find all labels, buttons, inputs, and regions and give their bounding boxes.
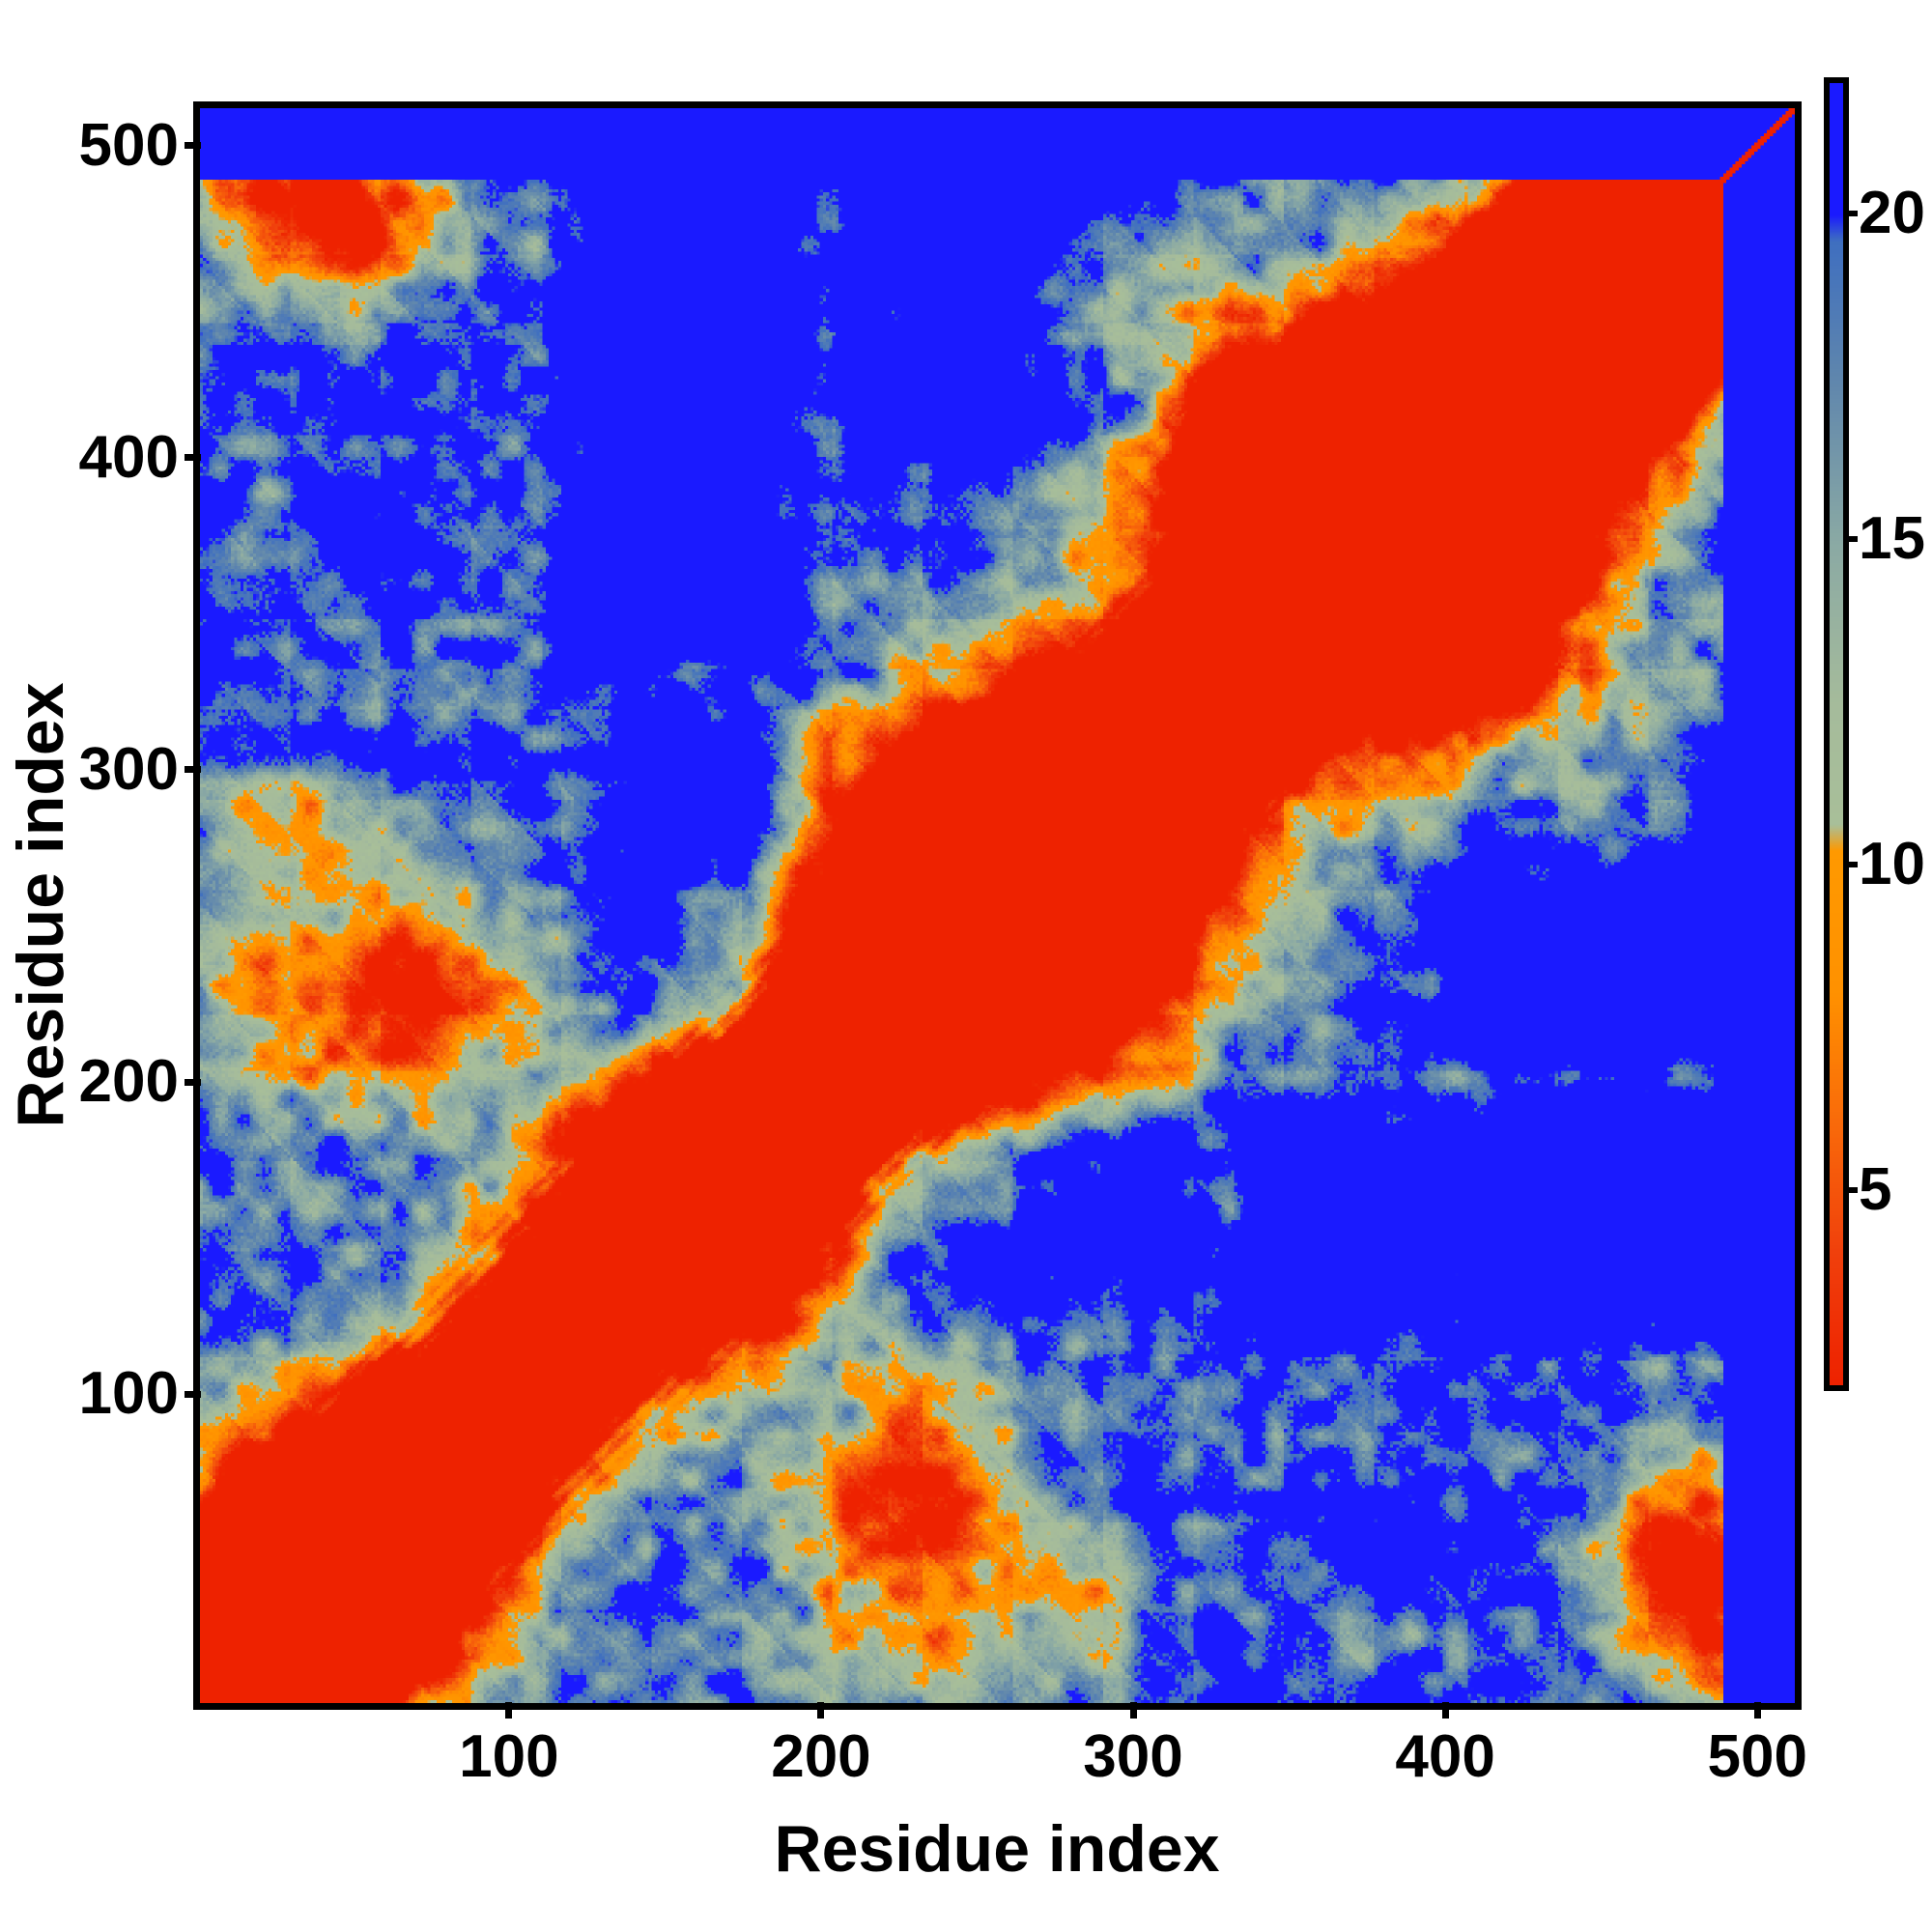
y-tick-label: 100 [78, 1360, 179, 1428]
y-axis-title: Residue index [4, 682, 77, 1128]
colorbar-tick-label: 10 [1859, 830, 1925, 897]
y-tick-mark [185, 142, 201, 150]
colorbar-tick-mark [1845, 210, 1858, 216]
heatmap-plot-area[interactable] [193, 101, 1802, 1710]
y-tick-label: 500 [78, 111, 179, 179]
colorbar[interactable] [1824, 77, 1849, 1391]
y-tick-mark [185, 766, 201, 774]
residue-distance-heatmap[interactable] [200, 108, 1795, 1703]
y-tick-mark [185, 1078, 201, 1086]
y-tick-mark [185, 454, 201, 462]
colorbar-tick-mark [1845, 535, 1858, 542]
x-tick-label: 500 [1707, 1723, 1807, 1790]
x-tick-mark [1129, 1702, 1137, 1719]
x-tick-mark [1441, 1702, 1449, 1719]
y-tick-label: 200 [78, 1048, 179, 1116]
colorbar-tick-label: 20 [1859, 179, 1925, 246]
x-tick-label: 100 [459, 1723, 559, 1790]
x-tick-mark [505, 1702, 513, 1719]
colorbar-tick-label: 15 [1859, 504, 1925, 572]
colorbar-tick-mark [1845, 861, 1858, 867]
colorbar-tick-mark [1845, 1186, 1858, 1193]
x-tick-mark [817, 1702, 825, 1719]
y-tick-mark [185, 1390, 201, 1398]
x-tick-label: 300 [1083, 1723, 1183, 1790]
x-tick-label: 200 [771, 1723, 871, 1790]
x-tick-label: 400 [1395, 1723, 1495, 1790]
x-tick-mark [1753, 1702, 1761, 1719]
y-tick-label: 300 [78, 735, 179, 803]
x-axis-title: Residue index [774, 1812, 1220, 1886]
y-tick-label: 400 [78, 423, 179, 491]
colorbar-tick-label: 5 [1859, 1155, 1892, 1223]
colorbar-gradient [1830, 83, 1843, 1385]
